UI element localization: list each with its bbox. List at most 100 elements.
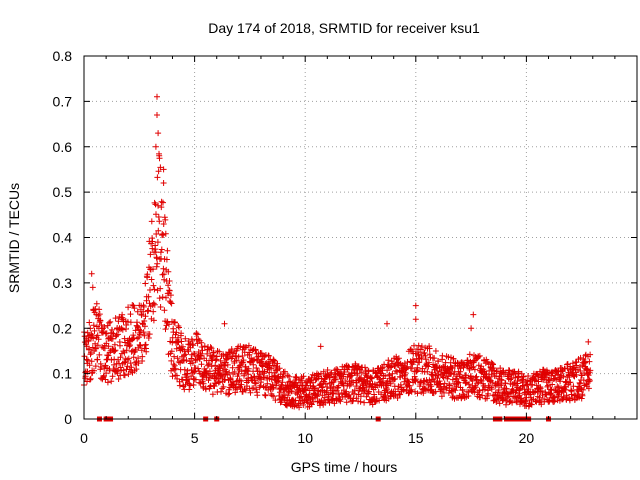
data-point [95, 336, 102, 343]
data-point [151, 286, 158, 293]
data-point [176, 324, 182, 331]
data-point [264, 380, 271, 387]
data-point [252, 380, 259, 387]
data-point [400, 387, 407, 394]
data-point [109, 373, 116, 380]
data-point [327, 371, 334, 378]
data-point [234, 386, 241, 393]
data-point [187, 382, 194, 389]
data-point [281, 368, 288, 375]
data-point [145, 335, 152, 341]
data-point [585, 372, 592, 379]
data-point [157, 285, 164, 292]
data-point [304, 399, 311, 406]
data-point [562, 365, 568, 372]
data-point [96, 306, 103, 313]
data-point [270, 393, 277, 400]
data-point [156, 152, 163, 159]
data-point [160, 180, 167, 186]
data-point [426, 345, 433, 352]
data-point [86, 346, 93, 353]
data-point [440, 374, 447, 381]
data-point [155, 202, 162, 209]
data-point [452, 387, 459, 394]
data-point [245, 371, 252, 378]
data-point [459, 386, 466, 393]
data-point [343, 399, 350, 406]
data-point [196, 379, 203, 386]
data-point [272, 397, 279, 404]
data-point [300, 402, 307, 408]
data-point [462, 380, 469, 387]
data-point [164, 247, 171, 254]
data-point [546, 377, 553, 384]
data-point [155, 227, 162, 234]
data-point [169, 334, 176, 341]
data-point [426, 351, 433, 358]
data-point [274, 360, 281, 367]
data-point [113, 332, 120, 339]
data-point [320, 368, 327, 375]
data-point [477, 376, 484, 383]
data-point [206, 360, 212, 367]
data-point [153, 231, 160, 237]
data-point [516, 392, 523, 399]
data-point [432, 348, 439, 354]
data-point [158, 246, 165, 253]
data-point [224, 361, 231, 368]
data-point [160, 221, 167, 227]
data-point [140, 303, 147, 310]
data-point [126, 343, 133, 350]
data-point [410, 358, 417, 365]
data-point [130, 354, 137, 361]
data-point [318, 384, 325, 391]
data-point [285, 389, 292, 396]
data-point [150, 308, 157, 315]
data-point [121, 372, 128, 379]
data-point [388, 364, 395, 370]
data-point [435, 358, 442, 364]
data-point [268, 373, 275, 380]
data-point [203, 371, 210, 378]
data-point [114, 331, 121, 338]
data-point [286, 373, 293, 380]
data-point [150, 300, 157, 307]
data-point [394, 395, 401, 401]
data-point [225, 354, 231, 361]
data-point [577, 380, 584, 387]
data-point [90, 335, 97, 342]
data-point [162, 326, 169, 333]
data-point [151, 301, 158, 308]
data-point [107, 318, 114, 325]
data-point [218, 388, 224, 395]
data-point [111, 361, 117, 368]
data-point [233, 357, 240, 364]
data-point [414, 390, 421, 397]
data-point [232, 389, 239, 396]
data-point [152, 249, 159, 256]
data-point [421, 349, 428, 356]
data-point [321, 394, 328, 401]
data-point [408, 346, 414, 353]
x-tick-label: 0 [80, 430, 88, 446]
data-point [88, 358, 95, 365]
data-point [207, 344, 214, 351]
data-point [86, 319, 93, 326]
data-point [256, 368, 263, 375]
data-point [94, 342, 101, 349]
data-point [580, 386, 587, 393]
data-point [208, 363, 215, 370]
data-point [531, 389, 538, 396]
data-point [443, 385, 450, 392]
data-point [154, 174, 161, 181]
data-point [125, 371, 132, 378]
data-point [488, 386, 495, 393]
data-point [168, 300, 175, 307]
data-point [168, 357, 175, 364]
data-point [340, 373, 347, 380]
data-point [265, 352, 272, 359]
y-tick-label: 0.1 [53, 366, 73, 382]
data-point [412, 316, 419, 323]
data-point [328, 379, 335, 386]
data-point [296, 404, 303, 411]
